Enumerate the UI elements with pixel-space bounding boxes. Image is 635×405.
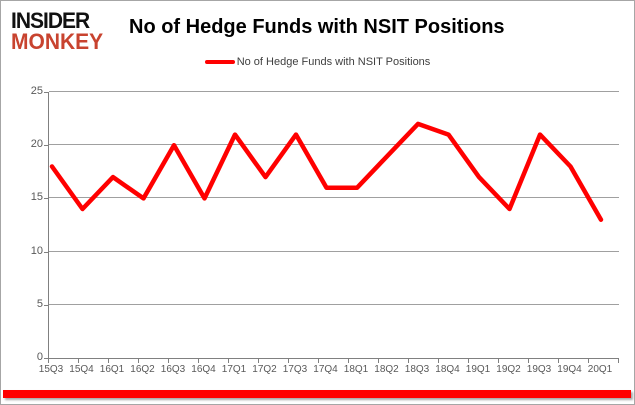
- x-tick-mark: [378, 359, 379, 363]
- y-axis-label-5: 5: [36, 297, 43, 310]
- legend: No of Hedge Funds with NSIT Positions: [1, 56, 634, 68]
- x-tick-mark: [78, 359, 79, 363]
- x-axis-label-20Q1: 20Q1: [587, 364, 613, 375]
- x-tick-mark: [468, 359, 469, 363]
- x-axis-label-16Q2: 16Q2: [130, 364, 155, 375]
- y-axis-label-0: 0: [36, 351, 43, 363]
- y-axis-label-15: 15: [30, 191, 43, 204]
- x-axis-label-18Q3: 18Q3: [404, 364, 430, 375]
- x-tick-mark: [198, 359, 199, 363]
- series-svg: [49, 121, 604, 222]
- plot-area: [48, 91, 619, 359]
- legend-line-swatch: [204, 60, 235, 64]
- x-tick-mark: [48, 359, 49, 363]
- x-tick-mark: [108, 359, 109, 363]
- x-tick-mark: [558, 359, 559, 363]
- x-axis-label-17Q2: 17Q2: [252, 364, 277, 375]
- x-axis-label-16Q4: 16Q4: [191, 364, 216, 375]
- x-tick-mark: [618, 359, 619, 363]
- y-tick-mark: [44, 145, 48, 147]
- x-tick-mark: [288, 359, 289, 363]
- x-tick-mark: [348, 359, 349, 363]
- series-line: [49, 121, 604, 222]
- y-tick-mark: [44, 358, 48, 359]
- y-axis-label-25: 25: [30, 85, 43, 97]
- x-axis-label-18Q2: 18Q2: [374, 364, 399, 375]
- gridline-y-10: [49, 250, 619, 252]
- x-tick-mark: [228, 359, 229, 363]
- gridline-y-20: [49, 144, 619, 146]
- x-axis-label-15Q3: 15Q3: [38, 364, 64, 375]
- logo-text-monkey: MONKEY: [11, 29, 104, 55]
- x-axis-label-17Q4: 17Q4: [313, 364, 338, 375]
- y-axis-label-20: 20: [30, 138, 43, 151]
- x-tick-mark: [588, 359, 589, 363]
- x-axis-label-17Q3: 17Q3: [282, 364, 308, 375]
- x-tick-mark: [318, 359, 319, 363]
- x-axis-label-15Q4: 15Q4: [69, 364, 94, 375]
- x-tick-mark: [408, 359, 409, 363]
- x-axis-label-19Q1: 19Q1: [465, 364, 491, 375]
- x-axis-label-18Q4: 18Q4: [435, 364, 460, 375]
- x-axis-label-19Q3: 19Q3: [526, 364, 552, 375]
- logo-text-insider: INSIDER: [11, 8, 90, 34]
- x-tick-mark: [168, 359, 169, 363]
- insider-monkey-logo: INSIDER MONKEY: [11, 8, 123, 55]
- footer-red-bar: [3, 390, 631, 398]
- x-tick-mark: [258, 359, 259, 363]
- y-axis-label-10: 10: [30, 244, 43, 257]
- gridline-y-25: [49, 91, 619, 92]
- x-axis-label-18Q1: 18Q1: [343, 364, 369, 375]
- x-tick-mark: [528, 359, 529, 363]
- y-tick-mark: [44, 251, 48, 253]
- y-tick-mark: [44, 198, 48, 200]
- x-axis-label-16Q3: 16Q3: [160, 364, 186, 375]
- x-tick-mark: [138, 359, 139, 363]
- x-axis-label-16Q1: 16Q1: [99, 364, 125, 375]
- legend-label: No of Hedge Funds with NSIT Positions: [236, 56, 431, 68]
- chart-title: No of Hedge Funds with NSIT Positions: [129, 16, 505, 38]
- y-tick-mark: [44, 92, 48, 93]
- x-tick-mark: [438, 359, 439, 363]
- x-tick-mark: [498, 359, 499, 363]
- x-axis-label-19Q4: 19Q4: [557, 364, 582, 375]
- y-tick-mark: [44, 304, 48, 306]
- gridline-y-5: [49, 303, 619, 305]
- gridline-y-15: [49, 197, 619, 199]
- x-axis-label-19Q2: 19Q2: [496, 364, 521, 375]
- x-axis-label-17Q1: 17Q1: [221, 364, 247, 375]
